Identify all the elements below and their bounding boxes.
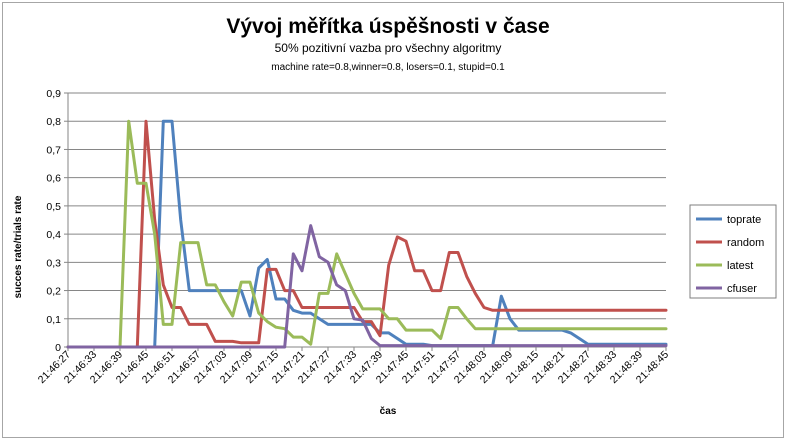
y-axis-label: succes rate/trials rate: [13, 195, 24, 298]
legend-label-latest: latest: [727, 260, 753, 272]
series-line-toprate: [66, 119, 668, 349]
y-tick-label: 0,8: [46, 116, 61, 128]
y-tick-label: 0: [55, 342, 61, 354]
legend: toprate random latest cfuser: [689, 204, 777, 299]
y-tick-label: 0,9: [46, 88, 61, 100]
y-tick-label: 0,2: [46, 286, 61, 298]
legend-label-toprate: toprate: [727, 214, 761, 226]
gridlines: [68, 92, 666, 320]
y-tick-label: 0,7: [46, 144, 61, 156]
chart-frame: [2, 2, 784, 438]
y-tick-label: 0,1: [46, 314, 61, 326]
series-lines: [66, 119, 668, 349]
chart-subtitle: 50% pozitivní vazba pro všechny algoritm…: [275, 41, 502, 55]
y-axis-ticks: 0 0,1 0,2 0,3 0,4 0,5 0,6 0,7 0,8 0,9: [46, 88, 68, 354]
series-line-cfuser: [66, 224, 668, 349]
y-tick-label: 0,3: [46, 257, 61, 269]
chart-title: Vývoj měřítka úspěšnosti v čase: [226, 15, 549, 38]
x-axis-label: čas: [380, 406, 397, 417]
y-tick-label: 0,4: [46, 229, 61, 241]
legend-label-random: random: [727, 237, 764, 249]
x-axis-ticks: 21:46:2721:46:3321:46:3921:46:4521:46:51…: [36, 347, 671, 386]
y-tick-label: 0,5: [46, 201, 61, 213]
series-line-latest: [66, 119, 668, 349]
series-line-random: [66, 119, 668, 349]
y-tick-label: 0,6: [46, 173, 61, 185]
legend-label-cfuser: cfuser: [727, 283, 757, 295]
chart-subtitle-params: machine rate=0.8,winner=0.8, losers=0.1,…: [271, 62, 505, 73]
